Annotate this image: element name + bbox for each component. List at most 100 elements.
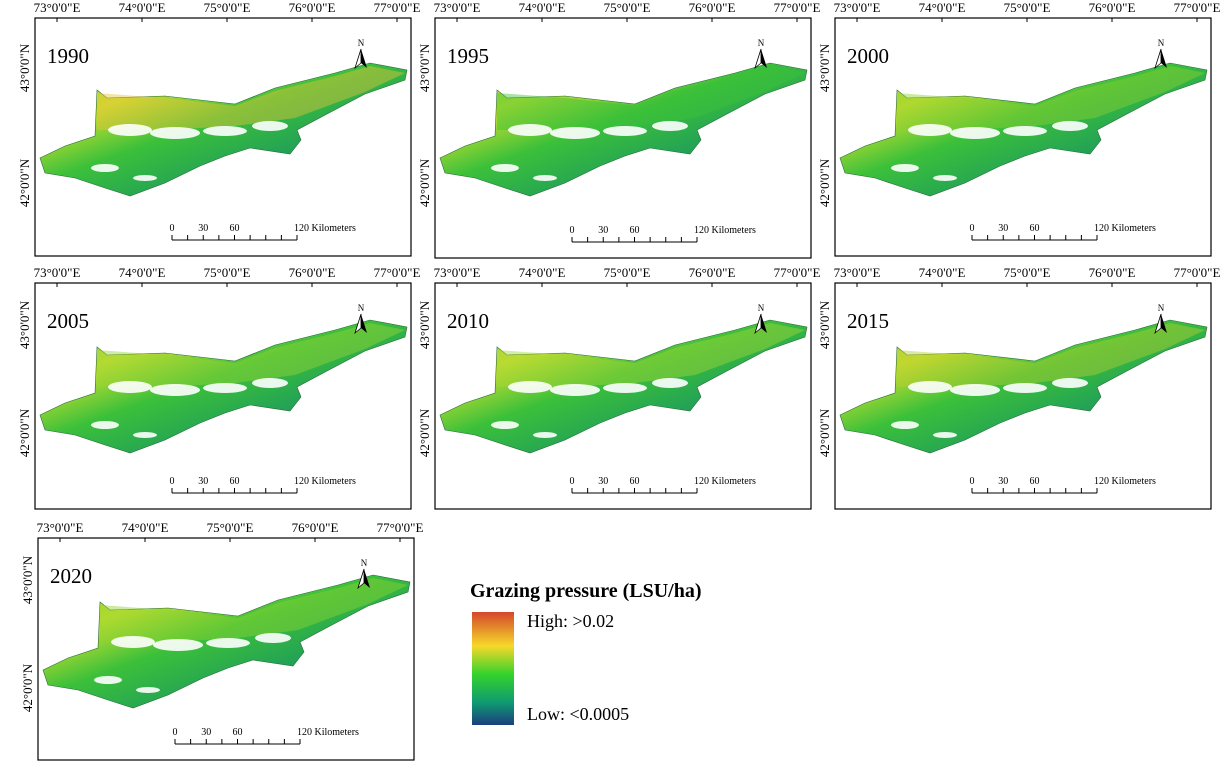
scale-label: 30 [198,476,208,487]
north-label: N [758,38,765,48]
scale-label: 30 [201,727,211,738]
snow-patch [652,121,688,131]
scale-label: 60 [1030,476,1040,487]
north-arrow-half [1161,314,1167,333]
north-label: N [1158,38,1165,48]
north-arrow-half [361,314,367,333]
north-arrow-half [761,49,767,68]
panel-year: 2015 [847,309,889,333]
panel-year: 2020 [50,564,92,588]
scale-label: 0 [570,476,575,487]
snow-patch [108,381,152,393]
map-panel: 73°0'0"E 74°0'0"E 75°0'0"E 76°0'0"E 77°0'0"E… [817,265,1221,510]
longitude-label: 75°0'0"E [604,0,651,15]
latitude-label: 43°0'0"N [20,555,35,604]
longitude-label: 74°0'0"E [919,0,966,15]
scale-label: 120 Kilometers [294,476,356,487]
region-tint [897,323,1205,387]
snow-patch [1003,383,1047,393]
legend-title: Grazing pressure (LSU/ha) [470,580,702,602]
longitude-label: 73°0'0"E [34,265,81,280]
snow-patch [933,432,957,438]
map-region [439,62,808,197]
snow-patch [255,633,291,643]
longitude-label: 77°0'0"E [1174,265,1221,280]
latitude-label: 42°0'0"N [17,408,32,457]
scale-label: 60 [230,223,240,234]
scale-label: 0 [970,223,975,234]
longitude-label: 74°0'0"E [519,265,566,280]
snow-patch [933,175,957,181]
panel-year: 2005 [47,309,89,333]
snow-patch [203,126,247,136]
legend-low: Low: <0.0005 [527,704,629,724]
snow-patch [150,127,200,139]
scale-label: 0 [173,727,178,738]
snow-patch [206,638,250,648]
panel-year: 2010 [447,309,489,333]
longitude-label: 77°0'0"E [374,265,421,280]
longitude-label: 76°0'0"E [289,0,336,15]
region-tint [97,66,405,130]
snow-patch [150,384,200,396]
north-arrow-half [761,314,767,333]
snow-patch [133,432,157,438]
longitude-label: 75°0'0"E [204,265,251,280]
snow-patch [133,175,157,181]
latitude-label: 43°0'0"N [417,43,432,92]
longitude-label: 73°0'0"E [834,265,881,280]
north-arrow-half [361,49,367,68]
latitude-label: 43°0'0"N [817,300,832,349]
longitude-label: 73°0'0"E [434,265,481,280]
longitude-label: 76°0'0"E [689,265,736,280]
scale-label: 60 [233,727,243,738]
snow-patch [603,126,647,136]
snow-patch [153,639,203,651]
snow-patch [533,175,557,181]
longitude-label: 77°0'0"E [774,265,821,280]
latitude-label: 42°0'0"N [17,158,32,207]
snow-patch [108,124,152,136]
scale-label: 120 Kilometers [694,476,756,487]
north-label: N [758,303,765,313]
longitude-label: 74°0'0"E [519,0,566,15]
legend-ramp [472,612,514,725]
longitude-label: 76°0'0"E [1089,265,1136,280]
scale-label: 0 [970,476,975,487]
scale-label: 0 [570,225,575,236]
snow-patch [1003,126,1047,136]
region-tint [897,66,1205,130]
latitude-label: 42°0'0"N [817,408,832,457]
longitude-label: 75°0'0"E [204,0,251,15]
region-tint [100,578,408,642]
region-tint [97,323,405,387]
longitude-label: 77°0'0"E [374,0,421,15]
scale-label: 120 Kilometers [1094,223,1156,234]
map-region [839,319,1208,454]
latitude-label: 43°0'0"N [17,43,32,92]
scale-label: 30 [998,476,1008,487]
snow-patch [533,432,557,438]
snow-patch [550,384,600,396]
scale-label: 60 [230,476,240,487]
longitude-label: 74°0'0"E [919,265,966,280]
snow-patch [908,124,952,136]
longitude-label: 74°0'0"E [122,520,169,535]
snow-patch [950,127,1000,139]
latitude-label: 43°0'0"N [817,43,832,92]
map-panel: 73°0'0"E 74°0'0"E 75°0'0"E 76°0'0"E 77°0'0"E… [417,0,820,259]
scale-label: 30 [598,476,608,487]
north-arrow-half [1161,49,1167,68]
longitude-label: 74°0'0"E [119,0,166,15]
snow-patch [603,383,647,393]
snow-patch [908,381,952,393]
north-label: N [358,303,365,313]
longitude-label: 75°0'0"E [1004,265,1051,280]
longitude-label: 76°0'0"E [292,520,339,535]
longitude-label: 73°0'0"E [434,0,481,15]
scale-label: 120 Kilometers [1094,476,1156,487]
longitude-label: 75°0'0"E [207,520,254,535]
latitude-label: 43°0'0"N [417,300,432,349]
scale-label: 60 [630,476,640,487]
scale-label: 30 [598,225,608,236]
